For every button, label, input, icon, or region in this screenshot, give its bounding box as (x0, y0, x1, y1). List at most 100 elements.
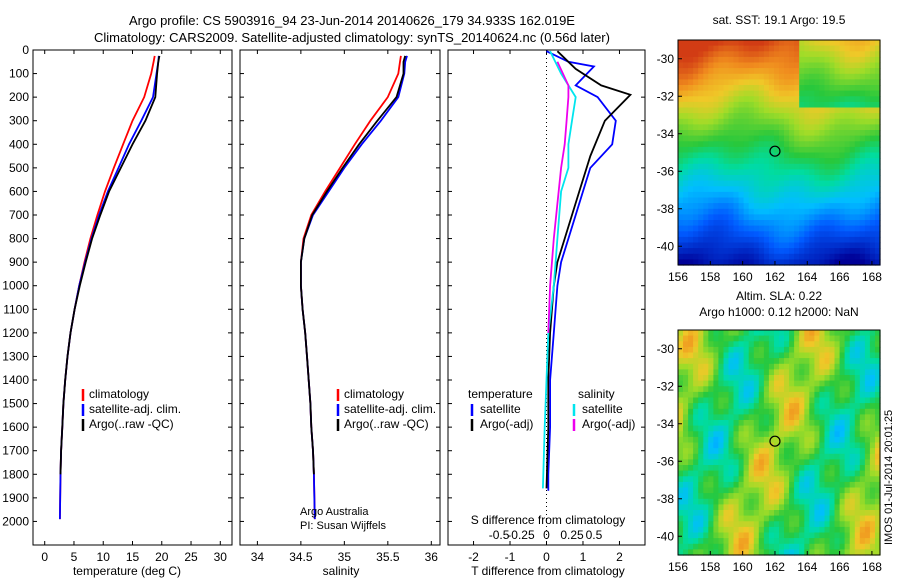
map-cell (753, 236, 760, 244)
map-cell (728, 341, 735, 348)
map-cell (728, 380, 735, 387)
map-cell (768, 208, 775, 215)
map-cell (698, 253, 704, 260)
map-cell (794, 403, 800, 410)
map-cell (799, 96, 805, 103)
map-cell (698, 397, 704, 404)
map-cell (768, 414, 775, 421)
map-cell (768, 453, 775, 460)
map-cell (779, 375, 785, 382)
map-cell (743, 186, 750, 193)
map-cell (763, 96, 770, 103)
map-cell (859, 386, 866, 393)
map-cell (814, 225, 820, 232)
map-cell (728, 248, 735, 255)
map-cell (703, 124, 709, 131)
map-cell (738, 414, 745, 421)
map-cell (784, 242, 790, 249)
map-cell (713, 163, 719, 170)
map-cell (829, 51, 836, 58)
map-cell (859, 152, 866, 159)
map-cell (859, 51, 866, 58)
map-cell (723, 510, 730, 517)
map-cell (713, 510, 719, 517)
map-cell (794, 352, 800, 359)
map-cell (779, 141, 785, 148)
map-cell (804, 487, 810, 494)
y-tick-label: -34 (657, 417, 675, 431)
map-cell (678, 248, 684, 255)
map-cell (804, 420, 810, 427)
map-cell (799, 85, 805, 92)
map-cell (718, 515, 724, 522)
map-cell (814, 436, 820, 444)
map-cell (854, 498, 861, 505)
map-cell (804, 476, 810, 483)
map-cell (869, 459, 876, 466)
map-cell (693, 79, 699, 86)
map-cell (693, 408, 699, 415)
map-cell (738, 335, 745, 342)
map-cell (854, 220, 861, 227)
map-cell (844, 363, 851, 370)
map-cell (758, 420, 765, 427)
map-cell (678, 442, 684, 449)
map-cell (758, 107, 765, 114)
map-cell (698, 73, 704, 80)
map-cell (774, 448, 780, 455)
map-cell (849, 408, 856, 415)
map-cell (834, 124, 841, 131)
map-cell (688, 79, 694, 86)
map-cell (774, 465, 780, 472)
map-cell (753, 436, 760, 444)
map-cell (869, 481, 876, 489)
map-cell (864, 118, 871, 125)
map-cell (864, 352, 871, 359)
map-cell (678, 51, 684, 58)
map-cell (703, 521, 709, 528)
map-cell (849, 73, 856, 80)
map-cell (774, 90, 780, 97)
map-cell (789, 391, 795, 399)
map-cell (849, 369, 856, 376)
map-cell (708, 73, 714, 80)
map-cell (753, 180, 760, 187)
map-cell (844, 124, 851, 131)
salinity-tick-label: -0.25 (507, 528, 535, 542)
map-cell (844, 118, 851, 125)
map-cell (753, 414, 760, 421)
map-cell (718, 124, 724, 131)
map-cell (683, 476, 689, 483)
map-cell (713, 448, 719, 455)
map-cell (834, 40, 841, 47)
map-cell (698, 549, 704, 556)
map-cell (829, 242, 836, 249)
map-cell (794, 442, 800, 449)
map-cell (693, 375, 699, 382)
map-cell (723, 487, 730, 494)
map-cell (875, 414, 881, 421)
map-cell (688, 141, 694, 148)
map-cell (753, 96, 760, 103)
map-cell (713, 236, 719, 244)
map-cell (829, 79, 836, 86)
map-cell (693, 197, 699, 204)
map-cell (809, 459, 815, 466)
map-cell (839, 113, 846, 120)
map-cell (763, 549, 770, 556)
map-cell (844, 146, 851, 154)
map-cell (834, 186, 841, 193)
map-cell (738, 40, 745, 47)
y-tick-label: -38 (657, 202, 675, 216)
map-cell (733, 515, 740, 522)
map-cell (753, 420, 760, 427)
map-cell (794, 510, 800, 517)
map-cell (809, 146, 815, 154)
map-cell (829, 163, 836, 170)
map-cell (768, 236, 775, 244)
map-cell (753, 169, 760, 176)
map-cell (703, 214, 709, 221)
map-cell (728, 487, 735, 494)
map-cell (713, 543, 719, 550)
map-cell (799, 431, 805, 438)
